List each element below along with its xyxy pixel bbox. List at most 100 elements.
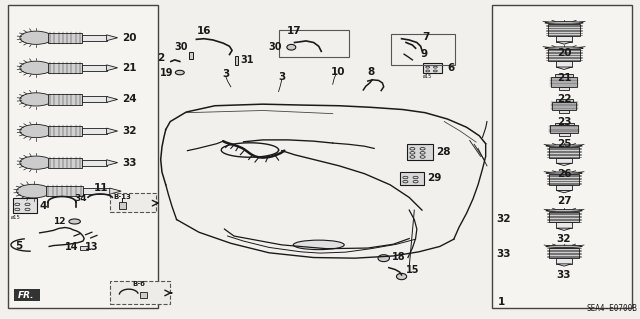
Bar <box>550 125 578 133</box>
Ellipse shape <box>545 22 583 24</box>
Bar <box>13 198 37 213</box>
Bar <box>48 33 82 43</box>
Bar <box>109 281 170 304</box>
Text: 4: 4 <box>40 201 47 211</box>
Text: 2: 2 <box>157 53 164 63</box>
Ellipse shape <box>546 172 582 174</box>
Text: 26: 26 <box>557 169 572 179</box>
Text: 27: 27 <box>557 197 572 206</box>
Ellipse shape <box>546 245 582 248</box>
Text: SEA4-E0700B: SEA4-E0700B <box>586 304 637 313</box>
Text: 12: 12 <box>52 217 65 226</box>
Text: 33: 33 <box>122 158 137 168</box>
Text: 32: 32 <box>497 214 511 224</box>
Bar <box>548 49 580 61</box>
Ellipse shape <box>545 47 583 49</box>
Polygon shape <box>557 264 572 266</box>
Text: 28: 28 <box>436 147 451 157</box>
Bar <box>549 248 579 258</box>
Ellipse shape <box>20 156 52 169</box>
Polygon shape <box>106 96 118 102</box>
Text: 25: 25 <box>557 139 572 150</box>
Ellipse shape <box>175 70 184 75</box>
Polygon shape <box>106 35 118 41</box>
Bar <box>140 292 147 298</box>
Bar <box>556 35 572 42</box>
Bar <box>82 65 106 71</box>
Polygon shape <box>14 289 40 301</box>
Bar <box>559 110 569 113</box>
Text: 15: 15 <box>406 264 420 275</box>
Bar <box>556 61 572 67</box>
Bar <box>557 222 572 228</box>
Bar <box>119 202 125 209</box>
Text: 33: 33 <box>497 249 511 259</box>
Bar <box>48 94 82 105</box>
Bar <box>399 172 424 185</box>
Ellipse shape <box>396 273 406 280</box>
Bar <box>189 52 193 59</box>
Ellipse shape <box>20 31 52 44</box>
Text: 17: 17 <box>287 26 302 35</box>
Text: 11: 11 <box>94 183 109 193</box>
Ellipse shape <box>20 93 52 106</box>
Polygon shape <box>557 190 572 193</box>
Text: ø15: ø15 <box>10 214 20 219</box>
Text: 22: 22 <box>557 94 572 104</box>
Bar <box>392 33 455 65</box>
Bar <box>549 174 579 185</box>
Bar <box>8 4 157 308</box>
Text: 18: 18 <box>392 252 406 262</box>
Bar <box>559 87 569 91</box>
Bar <box>48 158 82 168</box>
Text: 10: 10 <box>331 67 345 77</box>
Text: 30: 30 <box>174 42 188 52</box>
Text: 21: 21 <box>122 63 137 73</box>
Bar <box>82 128 106 134</box>
Text: 20: 20 <box>122 33 137 43</box>
Polygon shape <box>109 188 121 194</box>
Bar <box>406 144 433 160</box>
Text: 23: 23 <box>557 117 572 127</box>
Text: 19: 19 <box>160 68 173 78</box>
Bar <box>235 56 239 65</box>
Bar <box>82 160 106 166</box>
Text: 6: 6 <box>447 63 454 73</box>
Ellipse shape <box>378 255 390 262</box>
Polygon shape <box>556 42 572 44</box>
Bar <box>48 63 82 73</box>
Text: 34: 34 <box>75 194 87 203</box>
Ellipse shape <box>69 219 81 224</box>
Text: 3: 3 <box>222 69 229 79</box>
Ellipse shape <box>20 61 52 74</box>
Text: 33: 33 <box>557 270 572 280</box>
Text: FR.: FR. <box>17 291 34 300</box>
Bar <box>555 74 573 77</box>
Bar <box>492 4 632 308</box>
Ellipse shape <box>546 210 582 212</box>
Ellipse shape <box>287 44 296 50</box>
Text: 20: 20 <box>557 48 572 58</box>
Bar <box>556 99 573 102</box>
Ellipse shape <box>20 124 52 137</box>
Polygon shape <box>106 128 118 134</box>
Polygon shape <box>557 163 572 166</box>
Bar <box>557 158 572 163</box>
Ellipse shape <box>17 184 51 198</box>
Bar <box>109 193 156 212</box>
Polygon shape <box>556 67 572 70</box>
Ellipse shape <box>293 240 344 250</box>
Bar <box>559 133 570 136</box>
Polygon shape <box>557 228 572 230</box>
Bar <box>278 31 349 57</box>
Bar <box>82 35 106 41</box>
Text: 1: 1 <box>497 297 505 307</box>
Text: 16: 16 <box>196 26 211 35</box>
Bar <box>82 96 106 102</box>
Ellipse shape <box>546 145 582 147</box>
Text: 24: 24 <box>122 94 137 104</box>
Bar <box>423 63 442 73</box>
Text: 3: 3 <box>278 72 285 82</box>
Text: 8: 8 <box>368 67 375 77</box>
Text: 32: 32 <box>557 234 572 244</box>
